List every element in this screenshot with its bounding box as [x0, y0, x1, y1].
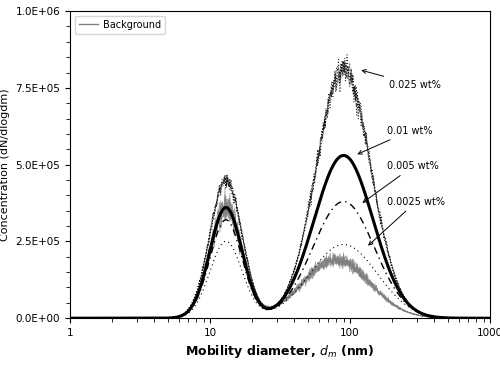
X-axis label: Mobility diameter, $d_m$ (nm): Mobility diameter, $d_m$ (nm): [185, 343, 375, 360]
Y-axis label: Concentration (dN/dlogdm): Concentration (dN/dlogdm): [0, 88, 10, 241]
Text: 0.005 wt%: 0.005 wt%: [363, 161, 439, 202]
Legend: Background: Background: [75, 16, 165, 34]
Text: 0.025 wt%: 0.025 wt%: [362, 70, 441, 90]
Text: 0.01 wt%: 0.01 wt%: [358, 126, 433, 154]
Text: 0.0025 wt%: 0.0025 wt%: [369, 196, 446, 245]
